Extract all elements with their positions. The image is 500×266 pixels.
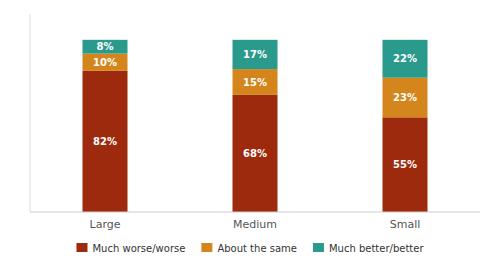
data-label: 55%: [393, 159, 417, 170]
bar-segment: [233, 69, 278, 95]
x-tick-label: Small: [390, 218, 421, 231]
legend-label: About the same: [217, 243, 297, 254]
bar-segment: [83, 40, 128, 54]
data-label: 82%: [93, 136, 117, 147]
bars: [83, 40, 428, 212]
legend: Much worse/worse About the same Much bette…: [76, 243, 424, 254]
bar-segment: [383, 40, 428, 78]
data-label: 10%: [93, 57, 117, 68]
bar-segment: [83, 54, 128, 71]
legend-swatch: [201, 243, 212, 252]
bar-segment: [383, 117, 428, 212]
y-axis-line: [30, 14, 31, 212]
data-labels: 82% 68% 55% 10% 15% 23% 8% 17% 22%: [93, 41, 417, 170]
x-tick-label: Large: [90, 218, 121, 231]
data-label: 8%: [97, 41, 114, 52]
bar-segment: [233, 40, 278, 69]
bar-segment: [383, 78, 428, 118]
legend-label: Much worse/worse: [92, 243, 185, 254]
x-tick-label: Medium: [233, 218, 277, 231]
bar-segment: [83, 71, 128, 212]
data-label: 22%: [393, 53, 417, 64]
bar-segment: [233, 95, 278, 212]
data-label: 15%: [243, 77, 267, 88]
data-label: 17%: [243, 49, 267, 60]
chart: 82% 68% 55% 10% 15% 23% 8% 17% 22% Large Medium Sma…: [0, 0, 500, 266]
x-axis-line: [30, 212, 480, 213]
legend-label: Much better/better: [329, 243, 424, 254]
legend-swatch: [76, 243, 87, 252]
data-label: 23%: [393, 92, 417, 103]
data-label: 68%: [243, 148, 267, 159]
legend-swatch: [313, 243, 324, 252]
